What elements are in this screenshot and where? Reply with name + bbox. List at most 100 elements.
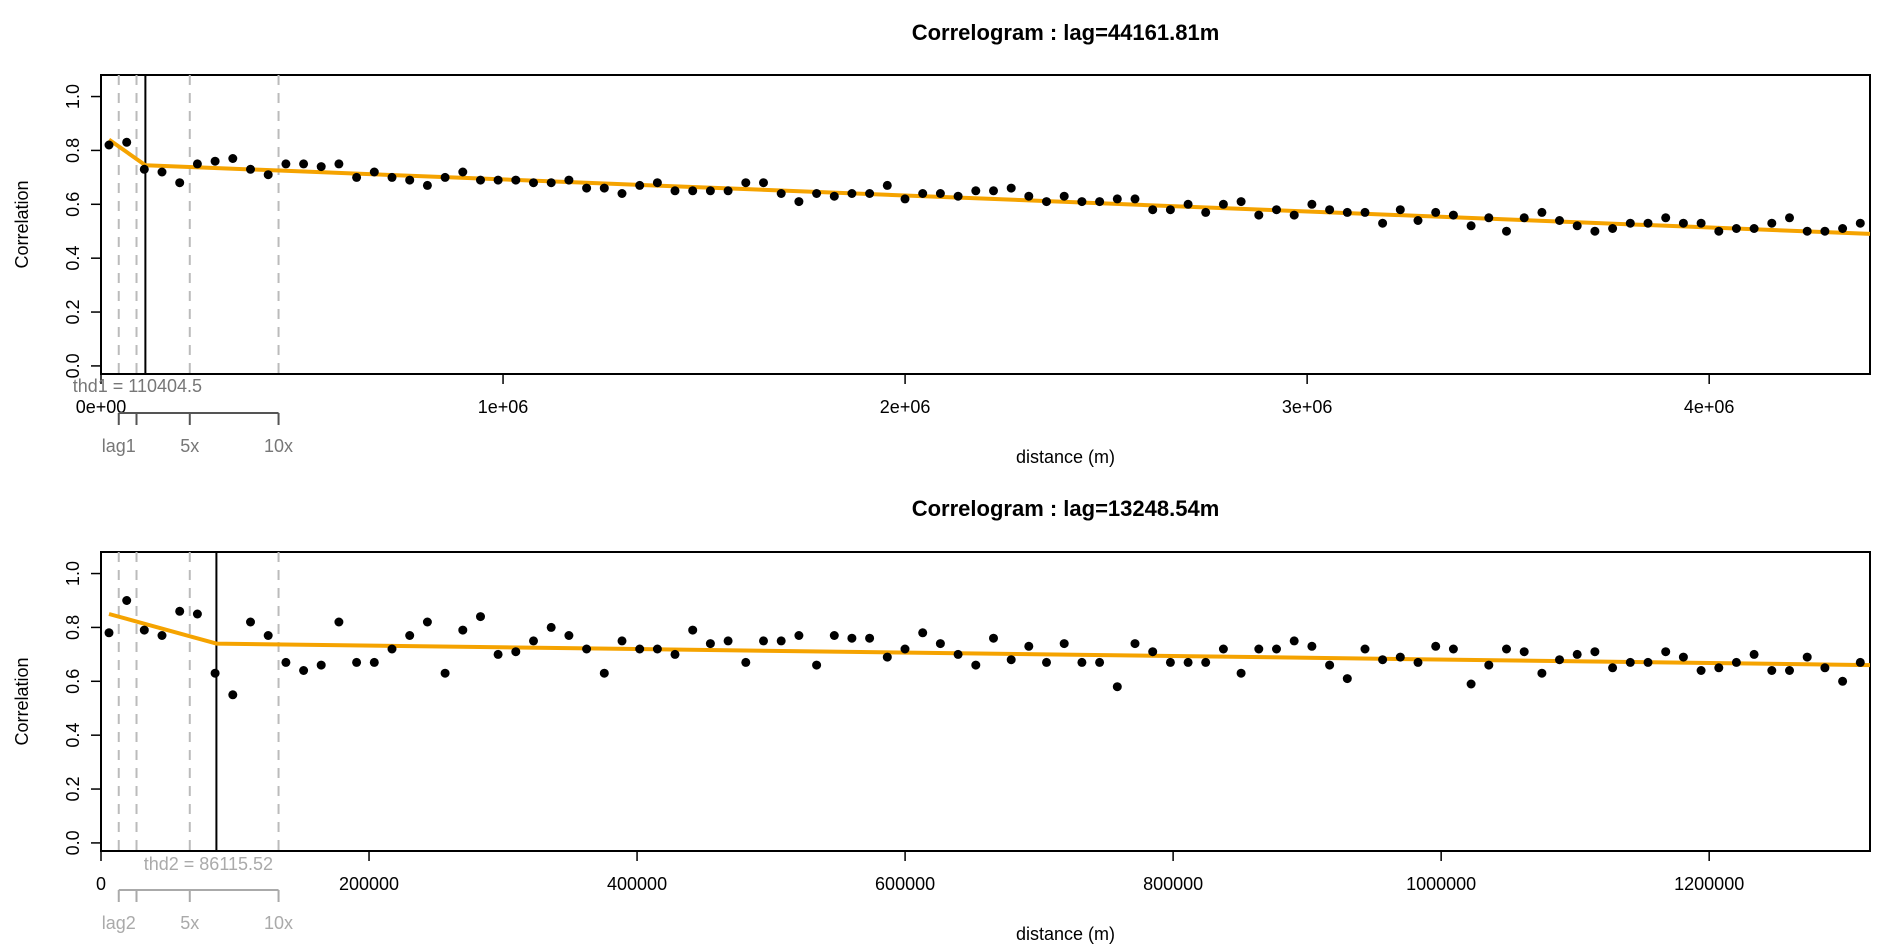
data-point xyxy=(263,170,273,180)
data-point xyxy=(175,606,185,616)
data-point xyxy=(865,633,875,643)
y-tick-label: 0.0 xyxy=(63,830,83,855)
x-tick-label: 1000000 xyxy=(1406,874,1476,894)
data-point xyxy=(1661,647,1671,657)
data-point xyxy=(157,631,167,640)
data-point xyxy=(1431,641,1441,651)
data-point xyxy=(1767,666,1777,675)
data-point xyxy=(1855,657,1865,667)
plot-frame xyxy=(100,551,1871,852)
data-point xyxy=(1802,226,1812,236)
data-point xyxy=(1767,218,1777,228)
data-point xyxy=(1360,207,1370,217)
data-point xyxy=(741,178,751,188)
data-point xyxy=(652,178,662,188)
data-point xyxy=(989,186,998,196)
correlogram-panel-1: Correlogram : lag=44161.81m 0.0 0.2 0.4 0.6 0… xyxy=(12,20,1871,467)
data-point xyxy=(1307,199,1317,209)
data-point xyxy=(1785,213,1794,223)
data-point xyxy=(476,175,485,185)
data-point xyxy=(334,159,344,169)
data-point xyxy=(652,644,662,654)
data-point xyxy=(582,644,592,654)
data-point xyxy=(1042,657,1051,667)
x-tick-label: 2e+06 xyxy=(880,397,931,417)
data-point xyxy=(599,668,609,678)
data-point xyxy=(776,636,786,646)
y-tick-label: 0.0 xyxy=(63,353,83,378)
data-point xyxy=(1413,657,1423,667)
data-point xyxy=(352,657,362,667)
data-point xyxy=(1378,218,1388,228)
y-tick-label: 0.4 xyxy=(63,723,83,748)
data-point xyxy=(1555,216,1564,225)
data-point xyxy=(511,175,521,185)
data-point xyxy=(1519,647,1529,657)
data-point xyxy=(422,617,432,627)
data-point xyxy=(104,140,114,150)
x-axis-label: distance (m) xyxy=(1016,447,1115,467)
data-point xyxy=(1749,224,1759,233)
data-point xyxy=(1165,657,1175,667)
data-point xyxy=(1183,199,1193,209)
data-point xyxy=(210,156,220,166)
data-point xyxy=(1095,657,1105,667)
data-point xyxy=(493,175,503,185)
data-point xyxy=(1643,218,1653,228)
data-point xyxy=(847,633,857,643)
data-point xyxy=(1537,668,1547,678)
x-axis-label: distance (m) xyxy=(1016,924,1115,944)
x-tick-label: 400000 xyxy=(607,874,667,894)
data-point xyxy=(989,633,998,643)
data-point xyxy=(635,644,645,654)
data-point xyxy=(1714,663,1724,673)
x-tick-label: 4e+06 xyxy=(1684,397,1735,417)
data-point xyxy=(246,164,255,174)
data-point xyxy=(900,644,910,654)
data-point xyxy=(882,652,892,662)
scale-bar-label: lag2 xyxy=(102,913,136,933)
data-point xyxy=(1024,641,1034,651)
data-point xyxy=(1731,657,1741,667)
data-point xyxy=(1130,639,1140,649)
data-point xyxy=(1678,218,1688,228)
data-point xyxy=(688,186,698,196)
data-point xyxy=(1555,655,1564,665)
data-point xyxy=(723,636,733,646)
x-tick-label: 0e+00 xyxy=(76,397,127,417)
data-point xyxy=(1537,207,1547,217)
data-point xyxy=(440,172,450,182)
data-point xyxy=(263,631,273,640)
data-point xyxy=(776,189,786,198)
data-point xyxy=(228,690,238,700)
data-point xyxy=(1059,639,1069,649)
data-point xyxy=(1006,655,1016,665)
data-point xyxy=(210,668,220,678)
x-tick-label: 3e+06 xyxy=(1282,397,1333,417)
data-point xyxy=(299,666,309,675)
data-point xyxy=(1820,226,1830,236)
data-point xyxy=(192,609,202,619)
data-point xyxy=(1201,657,1211,667)
data-point xyxy=(1678,652,1688,662)
data-point xyxy=(865,189,875,198)
y-tick-label: 0.6 xyxy=(63,192,83,217)
data-point xyxy=(1024,191,1034,201)
scale-bar-label: 10x xyxy=(264,913,293,933)
x-tick-label: 800000 xyxy=(1143,874,1203,894)
data-point xyxy=(546,178,556,188)
data-point xyxy=(794,197,804,207)
data-point xyxy=(1095,197,1105,207)
data-point xyxy=(1838,676,1848,686)
data-point xyxy=(794,631,804,640)
data-point xyxy=(1254,644,1264,654)
data-point xyxy=(1342,674,1352,684)
data-point xyxy=(1785,666,1794,675)
data-point xyxy=(1625,657,1635,667)
data-point xyxy=(1749,649,1759,659)
data-point xyxy=(299,159,309,169)
data-point xyxy=(1466,221,1476,231)
y-tick-label: 0.6 xyxy=(63,669,83,694)
data-point xyxy=(511,647,521,657)
